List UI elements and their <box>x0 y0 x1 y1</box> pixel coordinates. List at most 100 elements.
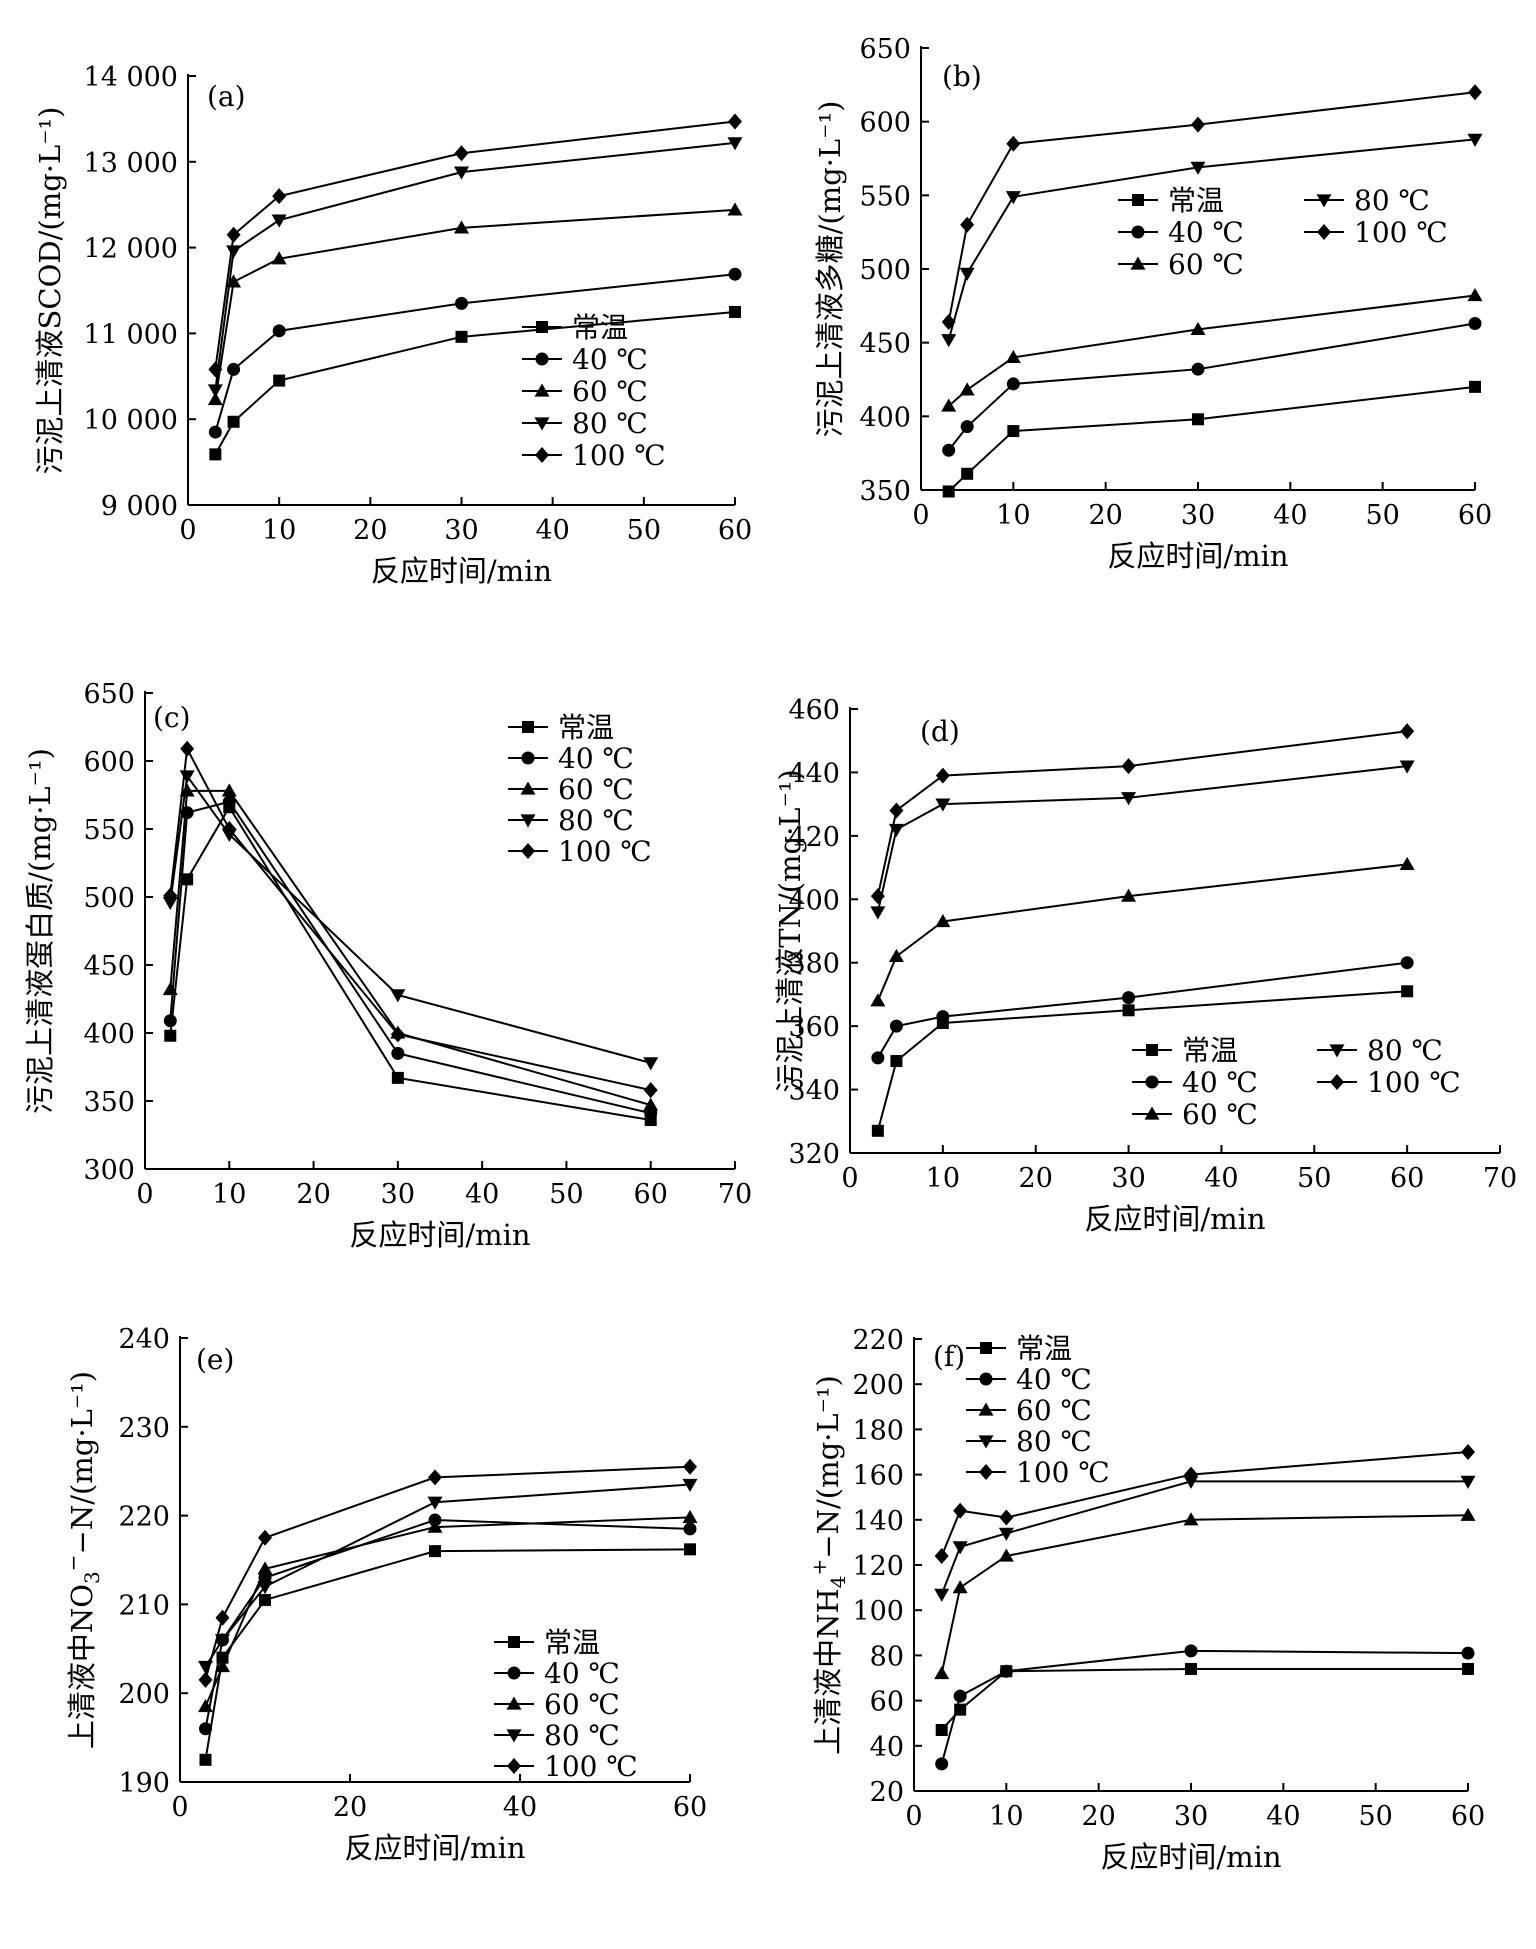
panel-label: (f) <box>933 1340 965 1373</box>
y-tick-label: 140 <box>852 1506 904 1537</box>
series-line <box>214 141 736 391</box>
x-tick-label: 20 <box>1081 1801 1115 1832</box>
series-line <box>947 322 1476 451</box>
x-tick-label: 10 <box>926 1163 960 1194</box>
data-point <box>935 913 951 928</box>
y-tick-label: 10 000 <box>84 405 178 436</box>
legend-label: 常温 <box>544 1626 600 1659</box>
data-point <box>960 420 974 434</box>
y-tick-label: 460 <box>788 695 840 726</box>
data-point <box>890 1055 903 1068</box>
data-point <box>888 948 904 962</box>
data-point <box>871 1051 885 1065</box>
data-point <box>455 296 468 310</box>
y-axis-label-part: − <box>61 1554 85 1571</box>
x-tick-label: 0 <box>841 1163 858 1194</box>
data-point <box>941 398 957 412</box>
x-tick-label: 30 <box>1111 1163 1145 1194</box>
data-point <box>1121 758 1136 775</box>
data-point <box>1005 191 1021 205</box>
data-point <box>390 1026 405 1043</box>
data-point <box>934 1665 950 1680</box>
data-point <box>682 1478 698 1493</box>
legend-marker <box>534 417 550 431</box>
data-point <box>934 1547 949 1564</box>
x-axis-label: 反应时间/min <box>371 554 552 588</box>
y-tick-label: 240 <box>118 1324 170 1355</box>
legend-label: 40 ℃ <box>1168 216 1244 249</box>
data-point <box>870 993 886 1007</box>
data-point <box>272 324 286 338</box>
data-point <box>1400 723 1415 740</box>
data-point <box>198 1671 213 1688</box>
chart-panel-a: 0 10 20 30 40 50 60 9 000 10 000 11 000 12 000 13 0… <box>33 62 752 588</box>
y-tick-label: 600 <box>83 747 135 778</box>
data-point <box>959 267 975 281</box>
data-point <box>180 740 195 757</box>
data-point <box>226 226 241 243</box>
data-point <box>1006 377 1020 391</box>
y-tick-label: 440 <box>788 758 840 789</box>
y-tick-label: 200 <box>852 1370 904 1401</box>
y-tick-label: 190 <box>118 1768 170 1799</box>
legend-label: 80 ℃ <box>1354 184 1430 217</box>
series-line <box>940 1514 1469 1674</box>
legend-label: 80 ℃ <box>544 1719 620 1752</box>
y-axis-label-part: 3 <box>80 1571 104 1584</box>
data-point <box>1006 135 1021 152</box>
y-tick-label: 230 <box>118 1413 170 1444</box>
data-point <box>1468 84 1482 101</box>
legend-marker <box>978 1402 994 1416</box>
legend-label: 80 ℃ <box>1016 1425 1092 1458</box>
data-point <box>208 425 222 439</box>
x-tick-label: 10 <box>989 1801 1023 1832</box>
series-line <box>214 208 736 400</box>
data-point <box>207 391 223 406</box>
legend-label: 40 ℃ <box>1182 1066 1258 1099</box>
x-tick-label: 10 <box>262 515 296 546</box>
data-point <box>999 1509 1014 1526</box>
data-point <box>953 1502 968 1519</box>
legend-marker <box>536 321 548 333</box>
legend-label: 60 ℃ <box>1182 1098 1258 1131</box>
data-point <box>180 806 194 820</box>
data-point <box>935 1723 948 1736</box>
panel-label: (b) <box>942 60 982 93</box>
legend-label: 100 ℃ <box>544 1750 638 1783</box>
y-tick-label: 14 000 <box>84 62 178 93</box>
legend-marker <box>521 843 535 859</box>
y-tick-label: 450 <box>859 329 911 360</box>
data-point <box>1460 1475 1476 1489</box>
data-point <box>427 1496 443 1510</box>
y-tick-label: 100 <box>852 1596 904 1627</box>
y-tick-label: 450 <box>83 951 135 982</box>
chart-panel-d: 0 10 20 30 40 50 60 70 320 340 360 380 400 420 440 460 反… <box>773 695 1517 1236</box>
legend-marker <box>506 1696 522 1710</box>
legend-marker <box>534 383 550 397</box>
data-point <box>391 1046 405 1060</box>
y-tick-label: 80 <box>870 1641 904 1672</box>
y-axis-label: 污泥上清液TN/(mg·L⁻¹) <box>773 769 807 1093</box>
y-axis-label-part: 4 <box>826 1575 850 1588</box>
data-point <box>1185 1662 1197 1675</box>
legend-marker <box>1146 1044 1158 1056</box>
legend-marker <box>535 352 549 366</box>
data-point <box>935 798 951 812</box>
y-axis-label-part: −N/(mg·L⁻¹) <box>811 1375 845 1559</box>
data-point <box>390 989 406 1003</box>
data-point <box>683 1458 697 1475</box>
data-point <box>1005 349 1021 364</box>
data-point <box>226 245 242 259</box>
legend-marker <box>1316 194 1332 208</box>
x-tick-label: 30 <box>381 1179 415 1210</box>
x-tick-label: 40 <box>503 1792 537 1823</box>
x-tick-label: 70 <box>1483 1163 1517 1194</box>
legend-marker <box>508 1636 520 1648</box>
data-point <box>1121 888 1137 902</box>
data-point <box>1460 1507 1476 1521</box>
data-point <box>215 1634 230 1648</box>
legend-marker <box>521 751 535 765</box>
data-point <box>934 1588 950 1602</box>
x-tick-label: 40 <box>1273 500 1307 531</box>
